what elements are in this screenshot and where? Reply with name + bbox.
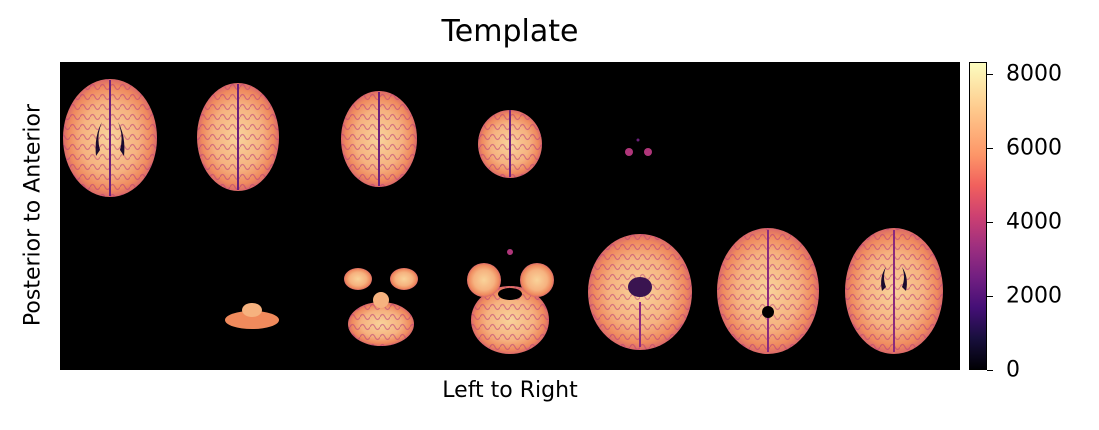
slice-top-3: [341, 91, 417, 187]
colorbar-tick-0: [987, 370, 993, 371]
colorbar-tick-label-0: 0: [1006, 357, 1020, 383]
slice-top-2: [197, 83, 279, 191]
colorbar-tick-label-4: 8000: [1006, 61, 1062, 87]
colorbar-tick-3: [987, 148, 993, 149]
brain-slices-image: [63, 79, 943, 354]
slice-bottom-5: [588, 234, 692, 350]
slice-bottom-7: [845, 228, 943, 354]
slice-bottom-6: [717, 228, 819, 354]
y-axis-label: Posterior to Anterior: [20, 103, 46, 327]
slice-top-1: [63, 79, 157, 197]
slice-top-4: [478, 110, 542, 178]
colorbar-tick-label-2: 4000: [1006, 209, 1062, 235]
brain-slices-panel: [60, 62, 960, 370]
colorbar: [969, 62, 987, 370]
colorbar-tick-2: [987, 222, 993, 223]
slice-bottom-4: [467, 249, 554, 354]
x-axis-label: Left to Right: [442, 378, 578, 403]
slice-top-5: [625, 138, 652, 156]
colorbar-tick-label-3: 6000: [1006, 135, 1062, 161]
colorbar-tick-label-1: 2000: [1006, 283, 1062, 309]
slice-bottom-2: [225, 303, 279, 329]
slice-bottom-3: [344, 268, 418, 346]
colorbar-tick-1: [987, 296, 993, 297]
figure-title: Template: [441, 14, 579, 49]
colorbar-tick-4: [987, 74, 993, 75]
